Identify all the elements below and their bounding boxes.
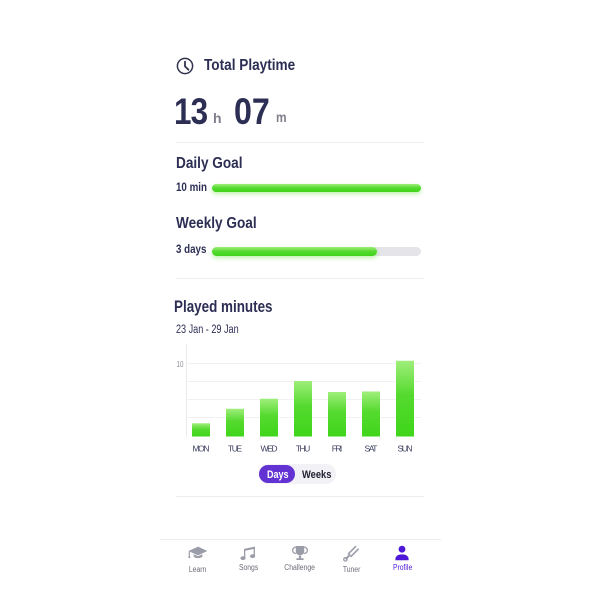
svg-text:FRI: FRI [332, 443, 343, 453]
svg-text:10: 10 [177, 359, 184, 369]
svg-text:MON: MON [193, 443, 210, 453]
svg-text:TUE: TUE [228, 443, 242, 453]
svg-text:THU: THU [296, 443, 311, 453]
svg-text:SUN: SUN [398, 443, 413, 453]
svg-text:WED: WED [261, 443, 278, 453]
svg-text:SAT: SAT [365, 443, 378, 453]
